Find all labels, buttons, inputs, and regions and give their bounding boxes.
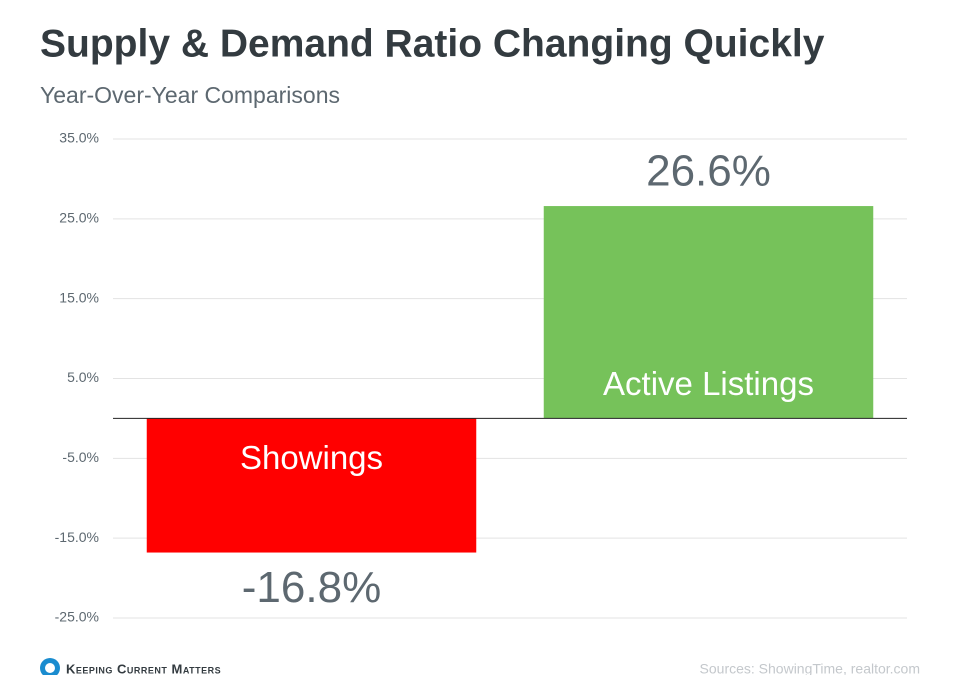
y-tick-label: 35.0% bbox=[59, 130, 99, 146]
y-tick-label: -15.0% bbox=[55, 529, 99, 545]
category-label: Showings bbox=[240, 439, 383, 476]
bar bbox=[146, 418, 477, 553]
value-label: 26.6% bbox=[646, 147, 771, 196]
y-tick-label: 15.0% bbox=[59, 289, 99, 305]
category-label: Active Listings bbox=[603, 365, 814, 402]
chart-title: Supply & Demand Ratio Changing Quickly bbox=[40, 22, 825, 65]
y-tick-label: 5.0% bbox=[67, 369, 99, 385]
brand-name: Keeping Current Matters bbox=[66, 661, 221, 675]
chart-subtitle: Year-Over-Year Comparisons bbox=[40, 82, 340, 108]
source-note: Sources: ShowingTime, realtor.com bbox=[700, 661, 920, 675]
y-tick-label: -5.0% bbox=[62, 449, 99, 465]
value-label: -16.8% bbox=[242, 563, 381, 612]
plot-area: -25.0% -15.0% -5.0% 5.0% 15.0% 25.0% 35.0% Show… bbox=[55, 130, 907, 625]
brand-logo-inner bbox=[45, 663, 55, 673]
y-tick-label: -25.0% bbox=[55, 609, 99, 625]
bar bbox=[543, 206, 874, 419]
y-tick-label: 25.0% bbox=[59, 210, 99, 226]
